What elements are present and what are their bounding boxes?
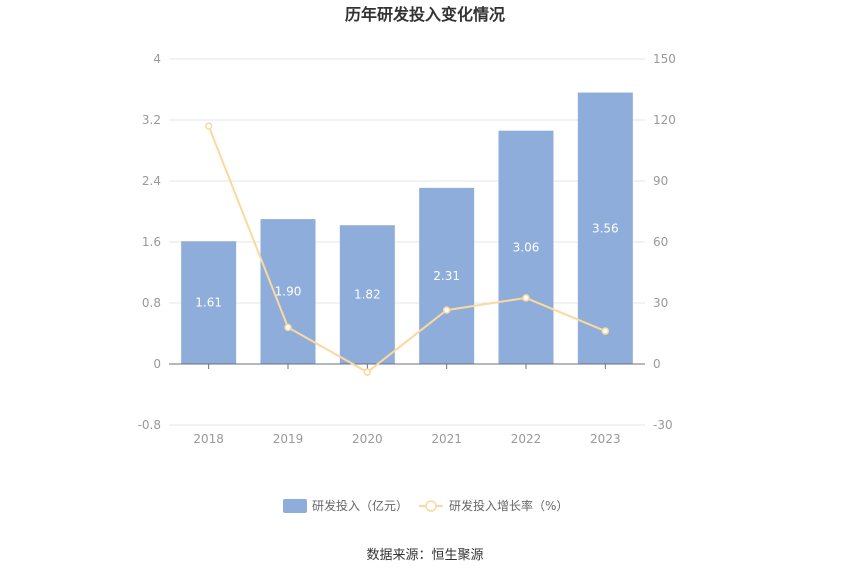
y-right-tick-label: -30 <box>653 418 673 432</box>
x-tick-label: 2020 <box>352 432 383 446</box>
growth-rate-point <box>522 294 530 302</box>
x-tick-label: 2023 <box>590 432 621 446</box>
x-tick-label: 2021 <box>431 432 462 446</box>
bar <box>419 187 475 364</box>
grid-layer <box>169 58 645 426</box>
bar-labels-layer: 1.61 1.90 1.82 2.31 3.06 3.56 <box>195 221 618 309</box>
bar-data-label: 2.31 <box>433 269 460 283</box>
bars-layer <box>181 92 633 365</box>
bar-data-label: 1.82 <box>354 288 381 302</box>
bar-data-label: 1.61 <box>195 296 222 310</box>
y-left-tick-label: 0.8 <box>142 296 161 310</box>
y-left-tick-label: -0.8 <box>138 418 161 432</box>
left-axis: -0.8 0 0.8 1.6 2.4 3.2 4 <box>138 52 161 432</box>
y-right-tick-label: 150 <box>653 52 676 66</box>
y-right-tick-label: 90 <box>653 174 668 188</box>
legend-line-label: 研发投入增长率（%） <box>449 498 568 513</box>
legend-item-bar[interactable]: 研发投入（亿元） <box>283 498 408 513</box>
x-tick-label: 2019 <box>273 432 304 446</box>
x-axis: 2018 2019 2020 2021 2022 2023 <box>169 363 645 446</box>
bar-data-label: 3.56 <box>592 221 619 235</box>
y-left-tick-label: 1.6 <box>142 235 161 249</box>
right-axis: -30 0 30 60 90 120 150 <box>653 52 676 432</box>
legend-bar-label: 研发投入（亿元） <box>312 498 408 513</box>
legend-bar-swatch <box>283 499 307 513</box>
legend[interactable]: 研发投入（亿元） 研发投入增长率（%） <box>283 498 568 513</box>
bar-data-label: 3.06 <box>513 240 540 254</box>
line-layer <box>204 122 610 376</box>
y-left-tick-label: 0 <box>153 357 161 371</box>
y-right-tick-label: 60 <box>653 235 668 249</box>
bar <box>260 219 316 364</box>
growth-rate-point <box>363 368 372 376</box>
bar <box>498 130 554 364</box>
y-right-tick-label: 0 <box>653 357 661 371</box>
growth-rate-point <box>601 327 610 335</box>
growth-rate-point <box>284 323 292 332</box>
y-right-tick-label: 30 <box>653 296 668 310</box>
y-left-tick-label: 4 <box>153 52 161 66</box>
growth-rate-point <box>204 122 213 130</box>
y-left-tick-label: 3.2 <box>142 113 161 127</box>
growth-rate-line <box>207 125 606 374</box>
x-tick-label: 2018 <box>193 432 224 446</box>
bar <box>339 225 395 364</box>
x-tick-label: 2022 <box>511 432 542 446</box>
y-left-tick-label: 2.4 <box>142 174 161 188</box>
chart-title: 历年研发投入变化情况 <box>345 5 505 24</box>
bar <box>181 241 237 364</box>
source-note: 数据来源：恒生聚源 <box>366 548 483 563</box>
y-right-tick-label: 120 <box>653 113 676 127</box>
bar-data-label: 1.90 <box>275 285 302 299</box>
legend-line-marker <box>425 500 437 512</box>
legend-item-line[interactable]: 研发投入增长率（%） <box>419 498 568 513</box>
bar <box>577 92 633 365</box>
growth-rate-point <box>442 306 451 314</box>
